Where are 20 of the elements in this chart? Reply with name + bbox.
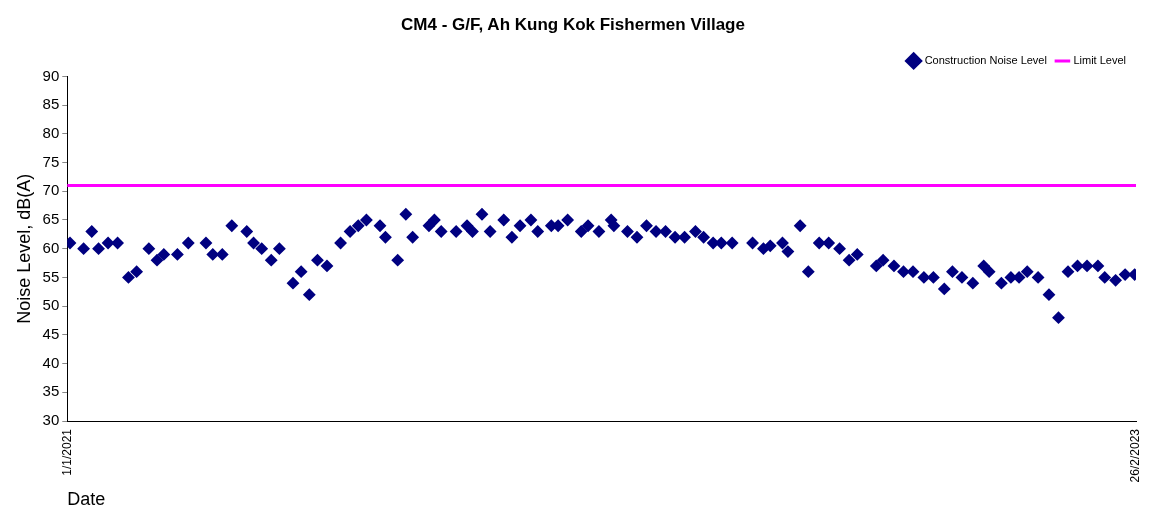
y-tick-label: 65 xyxy=(42,210,60,228)
y-tick-label: 55 xyxy=(42,267,60,285)
y-tick-label: 70 xyxy=(42,181,60,199)
y-tick-label: 60 xyxy=(42,238,60,256)
chart-title: CM4 - G/F, Ah Kung Kok Fishermen Village xyxy=(401,14,745,34)
y-tick-label: 75 xyxy=(42,152,60,170)
x-tick-label: 1/1/2021 xyxy=(59,428,74,476)
y-tick-label: 30 xyxy=(42,411,60,429)
y-tick-label: 35 xyxy=(42,382,60,400)
y-tick-label: 80 xyxy=(42,123,60,141)
x-axis-title: Date xyxy=(67,489,106,510)
y-tick-label: 45 xyxy=(42,325,60,342)
legend-label: Limit Level xyxy=(1073,53,1126,66)
legend-label: Construction Noise Level xyxy=(924,53,1047,66)
y-tick-label: 50 xyxy=(42,296,60,314)
y-tick-label: 85 xyxy=(42,95,60,113)
y-tick-label: 90 xyxy=(42,66,60,84)
y-axis-title: Noise Level, dB(A) xyxy=(13,173,34,324)
y-tick-label: 40 xyxy=(42,353,60,371)
x-tick-label: 26/2/2023 xyxy=(1128,428,1143,483)
